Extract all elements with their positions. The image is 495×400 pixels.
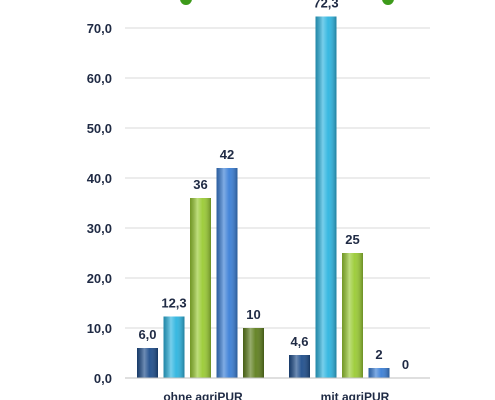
data-labels: 6,0 12,3 36 42 10 4,6 72,3 25 2 0 bbox=[138, 0, 409, 372]
bar-shading bbox=[243, 328, 264, 378]
bar-shading bbox=[315, 16, 337, 378]
x-axis-categories: ohne agriPUR mit agriPUR bbox=[163, 390, 389, 400]
y-tick-label: 70,0 bbox=[87, 21, 112, 36]
bar-shading bbox=[368, 368, 390, 378]
data-label: 6,0 bbox=[138, 327, 156, 342]
legend-markers bbox=[180, 0, 394, 5]
bar-shading bbox=[216, 168, 238, 378]
bar-shading bbox=[137, 348, 158, 378]
gridlines bbox=[125, 27, 430, 329]
y-tick-label: 60,0 bbox=[87, 71, 112, 86]
y-tick-label: 30,0 bbox=[87, 221, 112, 236]
data-label: 2 bbox=[375, 347, 382, 362]
x-category-label: ohne agriPUR bbox=[163, 390, 243, 400]
data-label: 4,6 bbox=[290, 334, 308, 349]
y-tick-label: 40,0 bbox=[87, 171, 112, 186]
bar-shading bbox=[190, 198, 211, 378]
bar-shading bbox=[342, 253, 363, 378]
bar-shading bbox=[163, 316, 185, 378]
y-tick-label: 10,0 bbox=[87, 321, 112, 336]
data-label: 0 bbox=[402, 357, 409, 372]
legend-marker-icon bbox=[180, 0, 192, 5]
x-category-label: mit agriPUR bbox=[321, 390, 390, 400]
data-label: 36 bbox=[193, 177, 207, 192]
bars bbox=[137, 16, 390, 378]
bar-shading bbox=[289, 355, 310, 378]
data-label: 10 bbox=[246, 307, 260, 322]
y-axis-ticks: 0,0 10,0 20,0 30,0 40,0 50,0 60,0 70,0 bbox=[87, 21, 112, 386]
y-tick-label: 50,0 bbox=[87, 121, 112, 136]
legend-marker-icon bbox=[382, 0, 394, 5]
data-label: 12,3 bbox=[161, 296, 186, 311]
data-label: 25 bbox=[345, 232, 359, 247]
data-label: 72,3 bbox=[313, 0, 338, 11]
data-label: 42 bbox=[220, 147, 234, 162]
y-tick-label: 20,0 bbox=[87, 271, 112, 286]
y-tick-label: 0,0 bbox=[94, 371, 112, 386]
